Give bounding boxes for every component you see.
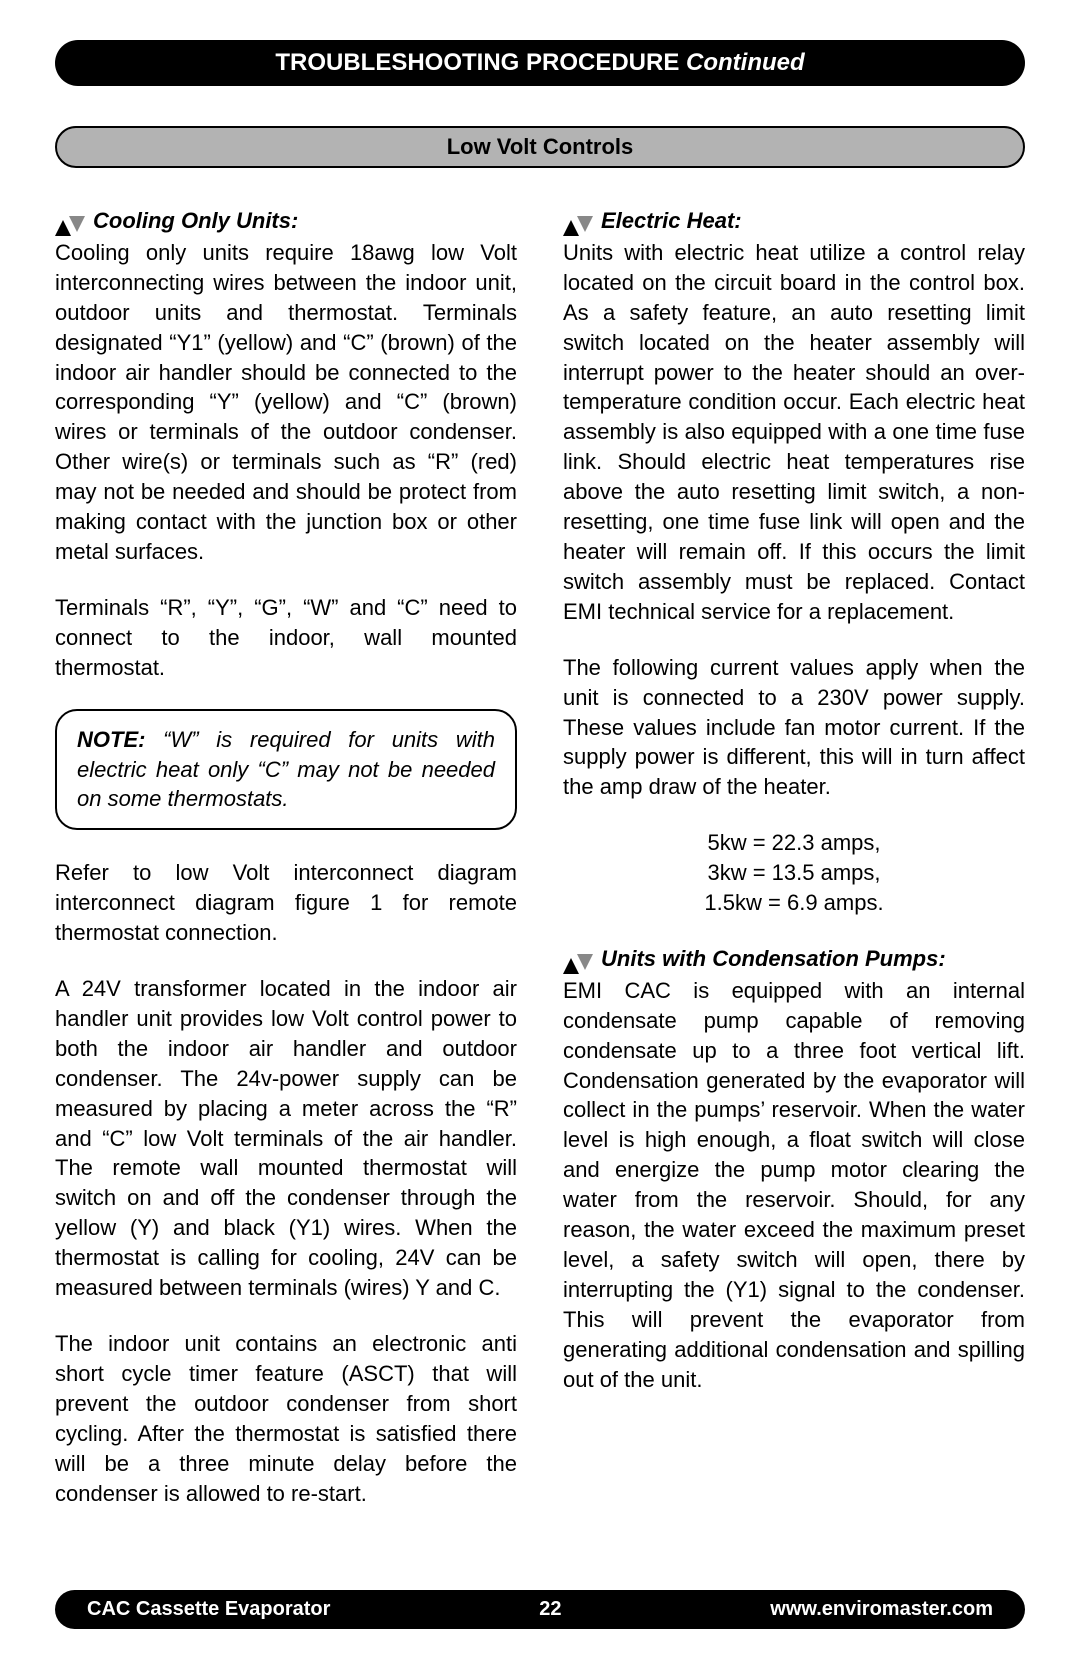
subheader-bar: Low Volt Controls bbox=[55, 126, 1025, 168]
header-bar: TROUBLESHOOTING PROCEDURE Continued bbox=[55, 40, 1025, 86]
left-column: Cooling Only Units: Cooling only units r… bbox=[55, 206, 517, 1534]
note-label: NOTE: bbox=[77, 727, 145, 752]
triangle-icon bbox=[55, 216, 87, 236]
body-paragraph: The following current values apply when … bbox=[563, 653, 1025, 803]
content-columns: Cooling Only Units: Cooling only units r… bbox=[55, 206, 1025, 1534]
section-heading: Units with Condensation Pumps: bbox=[601, 944, 946, 974]
heading-condensation-pumps: Units with Condensation Pumps: bbox=[563, 944, 1025, 974]
body-paragraph: Terminals “R”, “Y”, “G”, “W” and “C” nee… bbox=[55, 593, 517, 683]
footer-left: CAC Cassette Evaporator bbox=[87, 1598, 330, 1621]
amps-list: 5kw = 22.3 amps, 3kw = 13.5 amps, 1.5kw … bbox=[563, 828, 1025, 918]
body-paragraph: Refer to low Volt interconnect diagram i… bbox=[55, 858, 517, 948]
section-heading: Electric Heat: bbox=[601, 206, 742, 236]
header-title: TROUBLESHOOTING PROCEDURE bbox=[275, 49, 679, 76]
amps-line: 3kw = 13.5 amps, bbox=[563, 858, 1025, 888]
amps-line: 5kw = 22.3 amps, bbox=[563, 828, 1025, 858]
body-paragraph: EMI CAC is equipped with an internal con… bbox=[563, 976, 1025, 1395]
footer-right: www.enviromaster.com bbox=[770, 1598, 993, 1621]
body-paragraph: Units with electric heat utilize a contr… bbox=[563, 238, 1025, 627]
footer-page: 22 bbox=[539, 1598, 561, 1621]
footer-bar: CAC Cassette Evaporator 22 www.enviromas… bbox=[55, 1590, 1025, 1629]
heading-electric-heat: Electric Heat: bbox=[563, 206, 1025, 236]
header-continued: Continued bbox=[686, 49, 805, 76]
page: TROUBLESHOOTING PROCEDURE Continued Low … bbox=[0, 0, 1080, 1669]
triangle-icon bbox=[563, 954, 595, 974]
right-column: Electric Heat: Units with electric heat … bbox=[563, 206, 1025, 1534]
amps-line: 1.5kw = 6.9 amps. bbox=[563, 888, 1025, 918]
section-heading: Cooling Only Units: bbox=[93, 206, 298, 236]
note-box: NOTE: “W” is required for units with ele… bbox=[55, 709, 517, 831]
heading-cooling-only: Cooling Only Units: bbox=[55, 206, 517, 236]
subheader-text: Low Volt Controls bbox=[447, 134, 634, 159]
body-paragraph: The indoor unit contains an electronic a… bbox=[55, 1329, 517, 1508]
body-paragraph: A 24V transformer located in the indoor … bbox=[55, 974, 517, 1303]
body-paragraph: Cooling only units require 18awg low Vol… bbox=[55, 238, 517, 567]
triangle-icon bbox=[563, 216, 595, 236]
